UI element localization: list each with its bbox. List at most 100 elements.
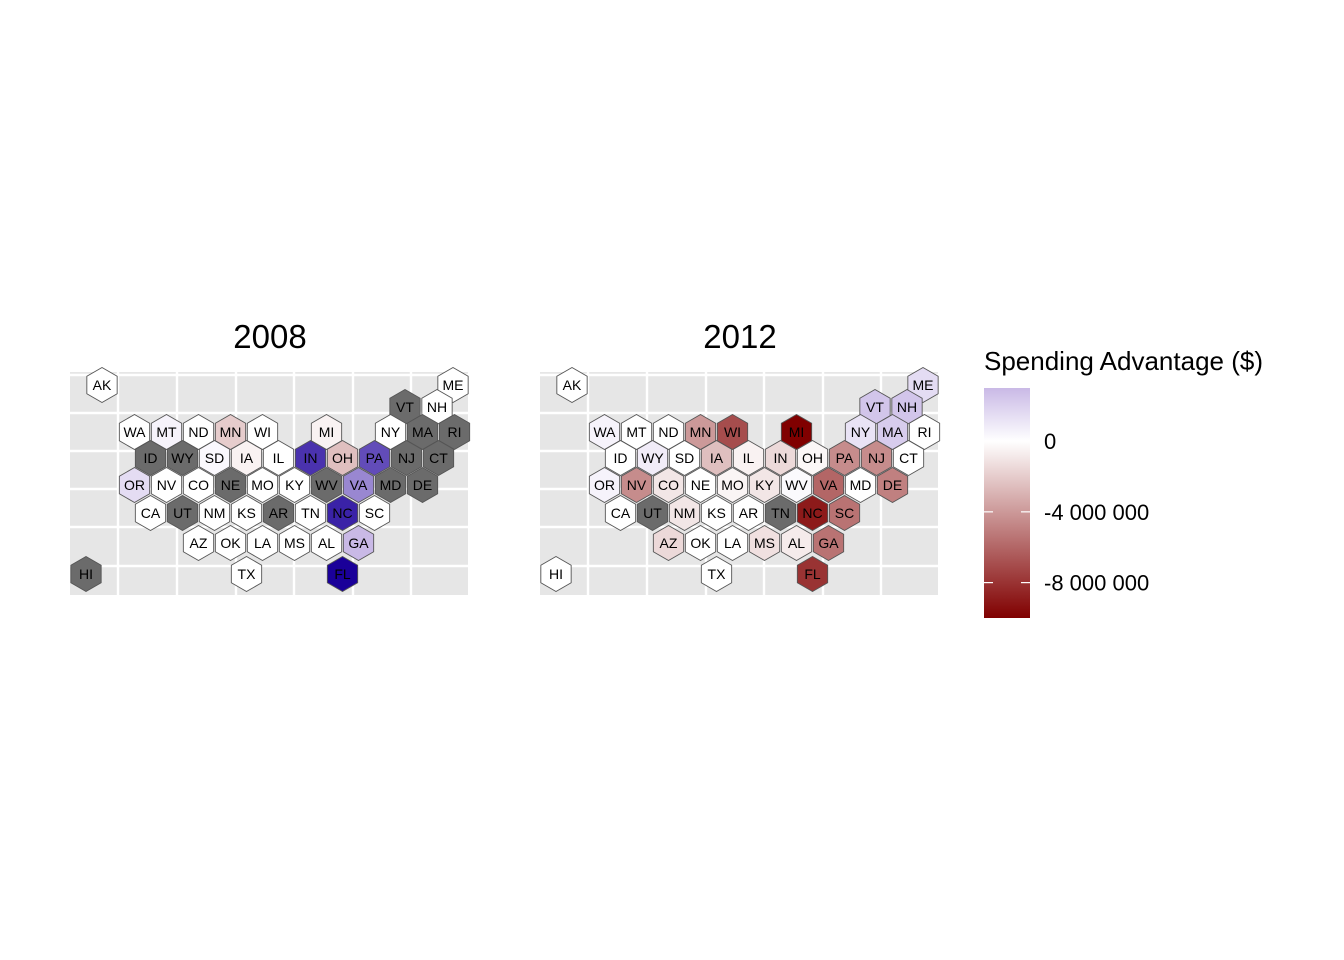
panel-title-2008: 2008: [233, 318, 306, 355]
hex-label-de: DE: [883, 477, 902, 493]
hex-label-or: OR: [124, 477, 145, 493]
hex-label-oh: OH: [802, 450, 823, 466]
hex-label-tx: TX: [238, 566, 257, 582]
panel-title-2012: 2012: [703, 318, 776, 355]
hex-label-ri: RI: [918, 424, 932, 440]
hex-tile-mi: [780, 413, 813, 451]
hex-label-ct: CT: [429, 450, 448, 466]
hex-tile-al: [310, 524, 343, 562]
hex-tile-sc: [358, 494, 391, 532]
hex-label-nc: NC: [802, 505, 822, 521]
hex-tile-ne: [214, 466, 247, 504]
hex-label-ms: MS: [754, 535, 775, 551]
hex-tile-md: [844, 466, 877, 504]
hex-tile-nj: [860, 439, 893, 477]
hex-label-nc: NC: [332, 505, 352, 521]
hex-label-wi: WI: [724, 424, 741, 440]
hex-tile-al: [780, 524, 813, 562]
hex-tile-ri: [908, 413, 941, 451]
hex-tile-mn: [684, 413, 717, 451]
hex-label-id: ID: [614, 450, 628, 466]
hex-label-in: IN: [304, 450, 318, 466]
hex-label-mi: MI: [319, 424, 335, 440]
hex-label-nd: ND: [658, 424, 678, 440]
hex-tile-tx: [700, 555, 733, 593]
hex-label-ma: MA: [412, 424, 434, 440]
hex-label-fl: FL: [804, 566, 821, 582]
hex-label-mt: MT: [626, 424, 647, 440]
hex-label-ri: RI: [448, 424, 462, 440]
hex-label-or: OR: [594, 477, 615, 493]
hex-tile-ny: [844, 413, 877, 451]
hex-tile-ar: [732, 494, 765, 532]
color-legend: Spending Advantage ($) 0 -4 000 000 -8 000…: [984, 346, 1263, 618]
hex-label-tx: TX: [708, 566, 727, 582]
hex-tile-az: [652, 524, 685, 562]
hex-label-ia: IA: [710, 450, 724, 466]
hex-tile-wy: [166, 439, 199, 477]
hex-label-ga: GA: [348, 535, 369, 551]
hex-tile-mo: [246, 466, 279, 504]
hex-tile-nd: [182, 413, 215, 451]
hex-label-ca: CA: [611, 505, 631, 521]
hex-label-sd: SD: [205, 450, 224, 466]
hex-label-va: VA: [350, 477, 368, 493]
hex-tile-nm: [668, 494, 701, 532]
hex-label-pa: PA: [366, 450, 384, 466]
hex-label-vt: VT: [396, 399, 414, 415]
hex-tile-nd: [652, 413, 685, 451]
hex-tile-nc: [796, 494, 829, 532]
hex-label-wi: WI: [254, 424, 271, 440]
hex-tile-wv: [310, 466, 343, 504]
hex-label-md: MD: [380, 477, 402, 493]
hex-label-ne: NE: [221, 477, 240, 493]
hex-tile-ar: [262, 494, 295, 532]
hex-label-la: LA: [724, 535, 742, 551]
hex-label-nm: NM: [204, 505, 226, 521]
hex-label-nd: ND: [188, 424, 208, 440]
hex-tile-pa: [828, 439, 861, 477]
hex-tile-wv: [780, 466, 813, 504]
hex-tile-nc: [326, 494, 359, 532]
hex-tile-tn: [764, 494, 797, 532]
hex-label-mt: MT: [156, 424, 177, 440]
hex-label-nv: NV: [627, 477, 647, 493]
hex-label-ia: IA: [240, 450, 254, 466]
hex-tiles-2008: AK ME VT NH WA MT ND MN WI MI NY MA RI ID WY SD IA IL IN OH…: [70, 366, 471, 593]
hex-label-fl: FL: [334, 566, 351, 582]
hex-label-ak: AK: [563, 377, 582, 393]
hex-tile-ga: [342, 524, 375, 562]
hex-tile-ms: [278, 524, 311, 562]
hex-tile-ks: [230, 494, 263, 532]
hex-label-ky: KY: [755, 477, 774, 493]
hex-tile-oh: [796, 439, 829, 477]
hex-label-wy: WY: [641, 450, 664, 466]
hex-label-la: LA: [254, 535, 272, 551]
hex-label-az: AZ: [660, 535, 678, 551]
hex-label-vt: VT: [866, 399, 884, 415]
hex-tile-wa: [588, 413, 621, 451]
hex-label-mi: MI: [789, 424, 805, 440]
hex-tile-ut: [166, 494, 199, 532]
hex-tile-in: [764, 439, 797, 477]
hex-tile-ma: [406, 413, 439, 451]
hex-tile-la: [246, 524, 279, 562]
legend-tick-label: -4 000 000: [1044, 500, 1149, 525]
hex-label-wv: WV: [315, 477, 338, 493]
hex-label-wv: WV: [785, 477, 808, 493]
hex-label-ca: CA: [141, 505, 161, 521]
hex-label-ut: UT: [173, 505, 192, 521]
hex-label-nv: NV: [157, 477, 177, 493]
hex-label-nj: NJ: [868, 450, 885, 466]
hex-tile-co: [652, 466, 685, 504]
hex-tile-ut: [636, 494, 669, 532]
hex-tile-ia: [700, 439, 733, 477]
hex-tile-mi: [310, 413, 343, 451]
hex-label-oh: OH: [332, 450, 353, 466]
legend-ticks: 0 -4 000 000 -8 000 000: [984, 429, 1149, 596]
hex-tile-sc: [828, 494, 861, 532]
hex-label-ma: MA: [882, 424, 904, 440]
hex-label-ak: AK: [93, 377, 112, 393]
hex-label-sc: SC: [835, 505, 854, 521]
hex-tile-ca: [134, 494, 167, 532]
